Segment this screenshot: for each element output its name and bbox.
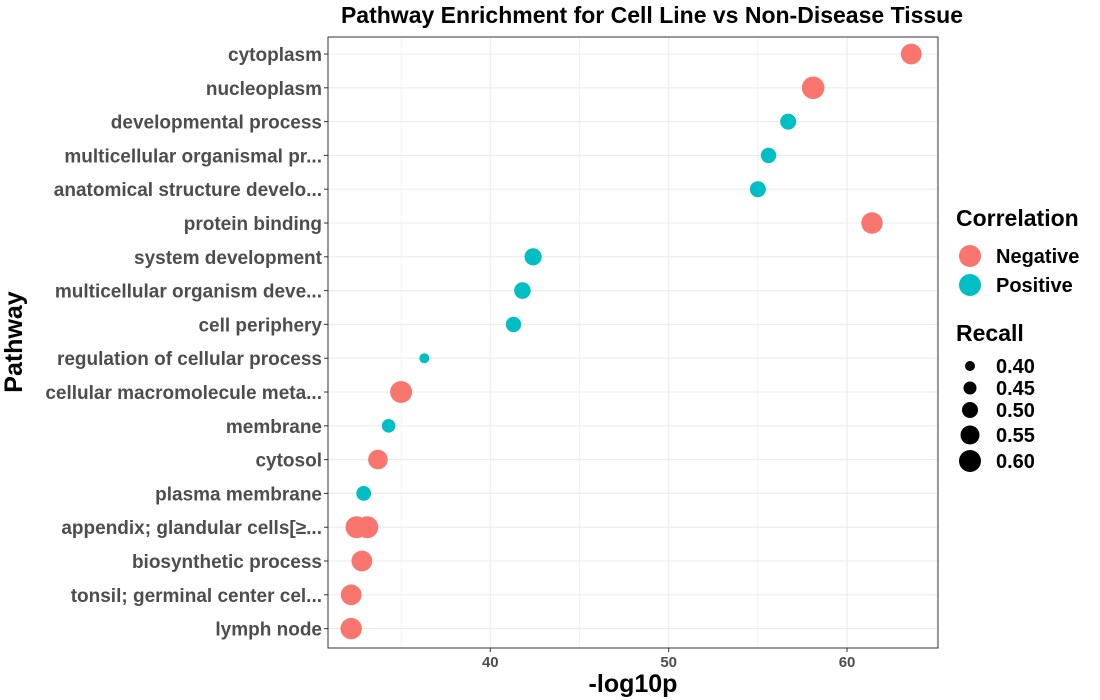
data-point-negative — [351, 550, 373, 572]
legend-key-positive — [959, 274, 981, 296]
legend-correlation-title: Correlation — [956, 205, 1079, 231]
y-tick-label: lymph node — [215, 620, 322, 641]
legend-key-negative — [959, 245, 981, 267]
data-point-negative — [340, 584, 362, 606]
y-tick-label: system development — [134, 248, 323, 269]
data-point-positive — [524, 248, 542, 266]
legend-label: Positive — [996, 275, 1073, 297]
legend-label: 0.40 — [996, 356, 1035, 378]
y-tick-label: multicellular organism deve... — [55, 282, 322, 303]
data-point-positive — [514, 282, 531, 299]
legend-size-key — [959, 450, 981, 472]
y-tick-label: cytoplasm — [228, 45, 322, 66]
y-tick-label: developmental process — [111, 113, 322, 134]
legend-correlation: Negative Positive — [959, 245, 1079, 297]
data-point-negative — [861, 212, 883, 234]
data-point-positive — [381, 419, 396, 433]
y-tick-label: tonsil; germinal center cel... — [71, 586, 322, 607]
data-point-positive — [356, 486, 372, 501]
y-tick-label: nucleoplasm — [206, 79, 322, 100]
legend-size-key — [965, 361, 975, 371]
legend-size-key — [960, 425, 980, 445]
y-tick-label: cellular macromolecule meta... — [45, 383, 322, 404]
x-tick-label: 40 — [482, 654, 499, 671]
y-tick-label: protein binding — [184, 214, 322, 235]
grid-lines — [328, 37, 938, 648]
legend-label: 0.60 — [996, 451, 1035, 473]
legend-recall: 0.400.450.50 0.55 0.60 — [959, 356, 1035, 473]
data-point-positive — [505, 316, 522, 333]
legend-label: Negative — [996, 246, 1079, 268]
legend-size-key — [963, 381, 977, 395]
x-tick-label: 50 — [660, 654, 677, 671]
chart-title: Pathway Enrichment for Cell Line vs Non-… — [341, 2, 963, 28]
y-tick-label: plasma membrane — [155, 484, 322, 505]
y-tick-label: cytosol — [255, 451, 322, 472]
x-axis-title: -log10p — [589, 670, 678, 698]
data-point-negative — [801, 76, 825, 100]
data-point-negative — [390, 381, 413, 403]
y-tick-label: appendix; glandular cells[≥... — [61, 518, 322, 539]
y-tick-label: multicellular organismal pr... — [64, 146, 322, 167]
legend-label: 0.50 — [996, 400, 1035, 422]
y-tick-label: biosynthetic process — [132, 552, 322, 573]
data-point-positive — [419, 353, 430, 364]
data-point-negative — [368, 449, 388, 470]
x-tick-label: 60 — [839, 654, 856, 671]
y-tick-label: membrane — [226, 417, 322, 438]
data-point-negative — [900, 43, 922, 65]
data-point-positive — [780, 113, 797, 130]
data-points — [340, 43, 922, 640]
data-point-positive — [749, 181, 766, 198]
legend-label: 0.55 — [996, 425, 1035, 447]
panel-border — [327, 36, 939, 649]
y-axis-title: Pathway — [0, 291, 28, 393]
y-axis-labels: cytoplasm nucleoplasm developmental proces… — [45, 45, 328, 641]
legend-size-key — [962, 402, 978, 418]
legend-recall-title: Recall — [956, 320, 1024, 346]
legend-label: 0.45 — [996, 378, 1035, 400]
data-point-negative — [356, 516, 379, 539]
y-tick-label: regulation of cellular process — [57, 349, 322, 370]
data-point-positive — [760, 147, 777, 164]
y-tick-label: anatomical structure develo... — [54, 180, 322, 201]
x-axis-labels: 40 50 60 — [482, 648, 855, 671]
data-point-negative — [340, 617, 362, 640]
y-tick-label: cell periphery — [198, 315, 322, 336]
